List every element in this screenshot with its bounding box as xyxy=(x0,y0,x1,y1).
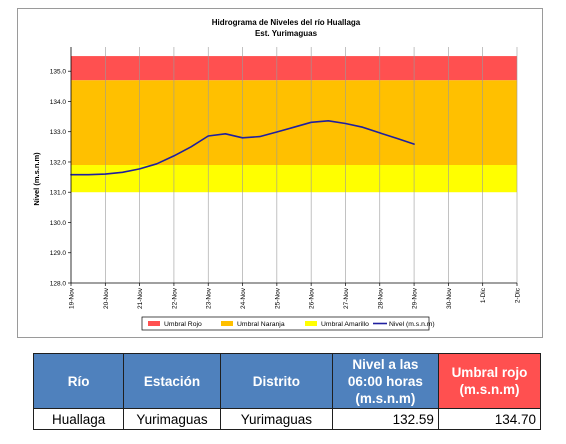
table-row: Huallaga Yurimaguas Yurimaguas 132.59 13… xyxy=(32,408,542,430)
x-tick-label: 19-Nov xyxy=(69,287,76,309)
x-tick-label: 23-Nov xyxy=(206,287,213,309)
x-tick-label: 27-Nov xyxy=(343,287,350,309)
series-line-nivel xyxy=(70,120,415,176)
chart-subtitle: Est. Yurimaguas xyxy=(255,29,318,38)
header-rio: Río xyxy=(32,353,125,409)
table-header-row: Río Estación Distrito Nivel a las 06:00 … xyxy=(32,353,542,409)
threshold-bands xyxy=(71,56,517,193)
cell-estacion: Yurimaguas xyxy=(123,408,221,430)
header-nivel: Nivel a las 06:00 horas (m.s.n.m) xyxy=(331,353,439,409)
legend-label: Umbral Naranja xyxy=(237,321,285,328)
x-tick-label: 21-Nov xyxy=(137,287,144,309)
x-tick-label: 1-Dic xyxy=(480,287,487,303)
y-tick-label: 128.0 xyxy=(50,281,67,288)
y-tick-label: 134.0 xyxy=(50,99,67,106)
header-estacion: Estación xyxy=(123,353,221,409)
cell-nivel: 132.59 xyxy=(331,408,439,430)
series-layer xyxy=(70,120,415,176)
x-tick-labels: 19-Nov 20-Nov 21-Nov 22-Nov 23-Nov 24-Nov 25-N… xyxy=(69,283,522,309)
x-tick-label: 26-Nov xyxy=(309,287,316,309)
legend: Umbral Rojo Umbral Naranja Umbral Amarillo… xyxy=(141,316,435,331)
x-tick-label: 25-Nov xyxy=(274,287,281,309)
cell-distrito: Yurimaguas xyxy=(219,408,333,430)
header-umbral-rojo: Umbral rojo (m.s.n.m) xyxy=(437,353,542,409)
x-tick-label: 28-Nov xyxy=(377,287,384,309)
legend-box xyxy=(141,316,430,331)
y-tick-label: 131.0 xyxy=(50,190,67,197)
band-umbral-amarillo xyxy=(71,165,517,193)
axes xyxy=(70,47,517,284)
legend-swatch xyxy=(221,321,233,326)
y-tick-label: 129.0 xyxy=(50,250,67,257)
y-tick-labels: 128.0 129.0 130.0 131.0 132.0 133.0 134.0 135.0 xyxy=(50,69,71,288)
header-distrito: Distrito xyxy=(219,353,333,409)
cell-rio: Huallaga xyxy=(32,408,125,430)
x-tick-label: 20-Nov xyxy=(103,287,110,309)
cell-umbral-rojo: 134.70 xyxy=(437,408,542,430)
legend-label: Umbral Amarillo xyxy=(321,321,369,328)
legend-swatch xyxy=(305,321,317,326)
y-tick-label: 132.0 xyxy=(50,159,67,166)
band-umbral-naranja xyxy=(71,80,517,165)
chart-canvas: Hidrograma de Niveles del río Huallaga E… xyxy=(32,18,522,331)
legend-label: Umbral Rojo xyxy=(164,321,202,328)
legend-swatch xyxy=(148,321,160,326)
x-tick-label: 24-Nov xyxy=(240,287,247,309)
legend-label: Nivel (m.s.n.m) xyxy=(389,321,435,328)
summary-table: Río Estación Distrito Nivel a las 06:00 … xyxy=(32,353,542,430)
band-umbral-rojo xyxy=(71,56,517,81)
y-axis-label: Nivel (m.s.n.m) xyxy=(32,152,41,206)
x-tick-label: 29-Nov xyxy=(412,287,419,309)
x-tick-label: 2-Dic xyxy=(515,287,522,303)
y-tick-label: 133.0 xyxy=(50,129,67,136)
x-tick-label: 22-Nov xyxy=(171,287,178,309)
grid-lines xyxy=(105,47,518,283)
x-tick-label: 30-Nov xyxy=(446,287,453,309)
y-tick-label: 135.0 xyxy=(50,69,67,76)
y-tick-label: 130.0 xyxy=(50,220,67,227)
hydrograph-chart: Hidrograma de Niveles del río Huallaga E… xyxy=(17,8,543,338)
chart-title: Hidrograma de Niveles del río Huallaga xyxy=(212,18,361,27)
